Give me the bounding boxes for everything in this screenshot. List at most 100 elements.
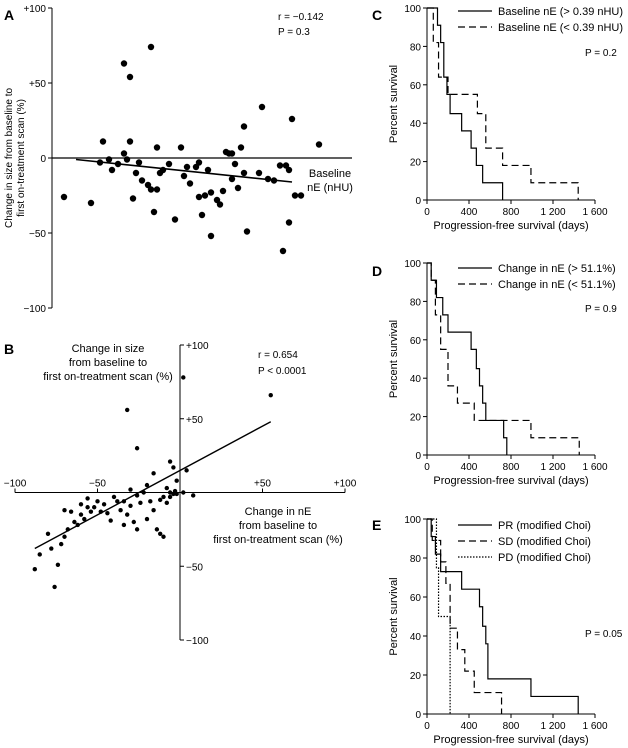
tick-label: +50	[254, 479, 271, 490]
data-point	[161, 534, 166, 539]
data-point	[148, 499, 153, 504]
survival-curve	[427, 262, 580, 455]
tick-label: +50	[186, 415, 203, 426]
tick-label: 0	[40, 154, 46, 165]
tick-label: −50	[186, 562, 203, 573]
data-point	[37, 552, 42, 557]
data-point	[59, 541, 64, 547]
data-point	[126, 138, 134, 145]
data-point	[186, 180, 194, 187]
data-point	[125, 407, 130, 413]
tick-label: 80	[410, 554, 422, 565]
x-axis-label: Progression-free survival (days)	[433, 734, 588, 746]
data-point	[105, 510, 110, 516]
panel-label: D	[372, 263, 382, 279]
data-point	[174, 491, 179, 497]
tick-label: 20	[410, 158, 422, 169]
tick-label: +100	[23, 4, 46, 15]
tick-label: −100	[23, 304, 46, 315]
tick-label: 0	[424, 462, 430, 473]
legend-label: Change in nE (< 51.1%)	[498, 279, 616, 291]
y-axis-label: Change in size from baseline to	[4, 88, 15, 229]
tick-label: 800	[503, 721, 520, 732]
data-point	[181, 375, 186, 380]
data-point	[164, 485, 169, 491]
tick-label: 400	[461, 721, 478, 732]
stat-p: P = 0.2	[585, 48, 617, 59]
data-point	[153, 144, 161, 151]
tick-label: 1 600	[582, 721, 607, 732]
data-point	[62, 508, 67, 513]
data-point	[49, 546, 54, 551]
data-point	[87, 199, 95, 207]
data-point	[165, 160, 173, 168]
data-point	[150, 208, 158, 216]
stat-p: P = 0.9	[585, 304, 617, 315]
data-point	[164, 500, 169, 506]
tick-label: 40	[410, 632, 422, 643]
tick-label: +50	[29, 79, 46, 90]
survival-curve	[427, 7, 579, 200]
panel-label: B	[4, 341, 14, 357]
tick-label: +100	[186, 341, 209, 352]
data-point	[72, 519, 77, 525]
data-point	[285, 219, 293, 226]
stat-p: P = 0.3	[278, 27, 310, 38]
data-point	[55, 562, 61, 567]
data-point	[118, 508, 123, 513]
data-point	[78, 502, 84, 507]
survival-curve	[427, 262, 508, 455]
y-axis-label: first on-treatment scan (%)	[43, 371, 173, 383]
data-point	[171, 465, 176, 470]
data-point	[191, 493, 196, 498]
data-point	[95, 499, 100, 504]
x-axis-label: nE (nHU)	[307, 182, 353, 194]
data-point	[101, 502, 107, 507]
data-point	[282, 162, 290, 169]
data-point	[60, 193, 68, 201]
tick-label: 800	[503, 462, 520, 473]
stat-p: P < 0.0001	[258, 366, 307, 377]
data-point	[111, 494, 117, 500]
data-point	[161, 494, 166, 500]
data-point	[243, 228, 251, 235]
data-point	[198, 211, 206, 219]
tick-label: 40	[410, 119, 422, 130]
data-point	[177, 144, 185, 151]
data-point	[240, 123, 248, 130]
tick-label: 1 600	[582, 207, 607, 218]
data-point	[167, 494, 173, 500]
tick-label: 1 200	[540, 462, 565, 473]
data-point	[151, 471, 156, 476]
data-point	[125, 512, 130, 517]
legend-label: PR (modified Choi)	[498, 520, 591, 532]
tick-label: 100	[404, 259, 421, 270]
tick-label: 0	[424, 207, 430, 218]
tick-label: −100	[4, 479, 27, 490]
data-point	[167, 490, 173, 495]
y-axis-label: Percent survival	[388, 320, 400, 398]
data-point	[88, 509, 94, 514]
data-point	[115, 499, 120, 504]
data-point	[147, 186, 155, 193]
data-point	[222, 148, 230, 156]
tick-label: 60	[410, 336, 422, 347]
data-point	[92, 505, 97, 510]
data-point	[285, 166, 293, 174]
data-point	[167, 459, 173, 464]
data-point	[192, 163, 200, 171]
data-point	[297, 192, 305, 199]
tick-label: 20	[410, 671, 422, 682]
tick-label: 60	[410, 593, 422, 604]
data-point	[315, 141, 323, 148]
data-point	[228, 150, 236, 157]
tick-label: 0	[415, 710, 421, 721]
data-point	[181, 490, 186, 495]
tick-label: 80	[410, 42, 422, 53]
data-point	[82, 516, 87, 522]
data-point	[234, 184, 242, 192]
data-point	[138, 500, 143, 506]
data-point	[108, 518, 113, 523]
data-point	[154, 527, 160, 532]
